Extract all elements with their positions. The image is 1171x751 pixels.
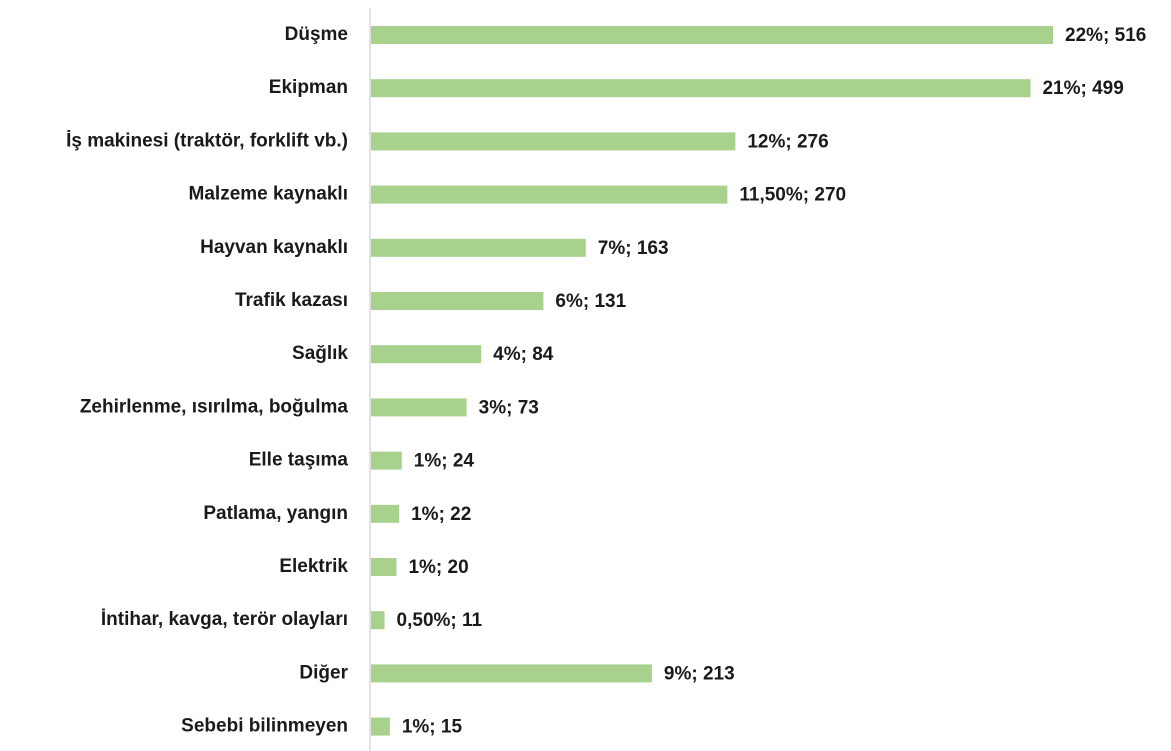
value-label: 7%; 163: [598, 238, 669, 259]
bar: [371, 558, 397, 576]
bar: [371, 345, 482, 364]
value-label: 21%; 499: [1042, 78, 1123, 99]
category-label: Sağlık: [292, 343, 348, 364]
bar: [371, 185, 728, 204]
category-label: İş makinesi (traktör, forklift vb.): [66, 130, 348, 151]
bar: [371, 132, 736, 151]
bar: [371, 717, 390, 736]
value-label: 9%; 213: [664, 663, 735, 684]
bar: [371, 292, 544, 310]
category-label: Elektrik: [279, 556, 348, 577]
category-label: Düşme: [285, 24, 348, 45]
value-label: 3%; 73: [479, 397, 539, 418]
category-label: Sebebi bilinmeyen: [181, 716, 348, 737]
bar: [371, 451, 402, 470]
bar: [371, 26, 1053, 44]
category-label: Zehirlenme, ısırılma, boğulma: [80, 396, 349, 417]
value-label: 12%; 276: [747, 131, 828, 152]
bar: [371, 238, 586, 257]
category-label: Diğer: [299, 662, 348, 683]
bar: [371, 504, 400, 523]
category-label: Patlama, yangın: [203, 503, 348, 524]
bar: [371, 79, 1031, 98]
bar: [371, 611, 385, 630]
value-label: 11,50%; 270: [739, 185, 846, 206]
value-label: 1%; 22: [411, 504, 471, 525]
bar: [371, 664, 652, 683]
value-label: 4%; 84: [493, 344, 554, 365]
category-label: İntihar, kavga, terör olayları: [101, 609, 348, 630]
value-label: 22%; 516: [1065, 25, 1146, 46]
category-label: Hayvan kaynaklı: [200, 237, 348, 258]
value-label: 1%; 15: [402, 717, 463, 738]
category-label: Malzeme kaynaklı: [189, 184, 348, 205]
category-label: Elle taşıma: [249, 450, 349, 471]
bar: [371, 398, 467, 417]
value-label: 1%; 20: [408, 557, 468, 578]
category-label: Ekipman: [269, 77, 348, 98]
category-label: Trafik kazası: [235, 290, 348, 311]
value-label: 1%; 24: [414, 451, 475, 472]
value-label: 0,50%; 11: [397, 610, 483, 631]
value-label: 6%; 131: [555, 291, 626, 312]
